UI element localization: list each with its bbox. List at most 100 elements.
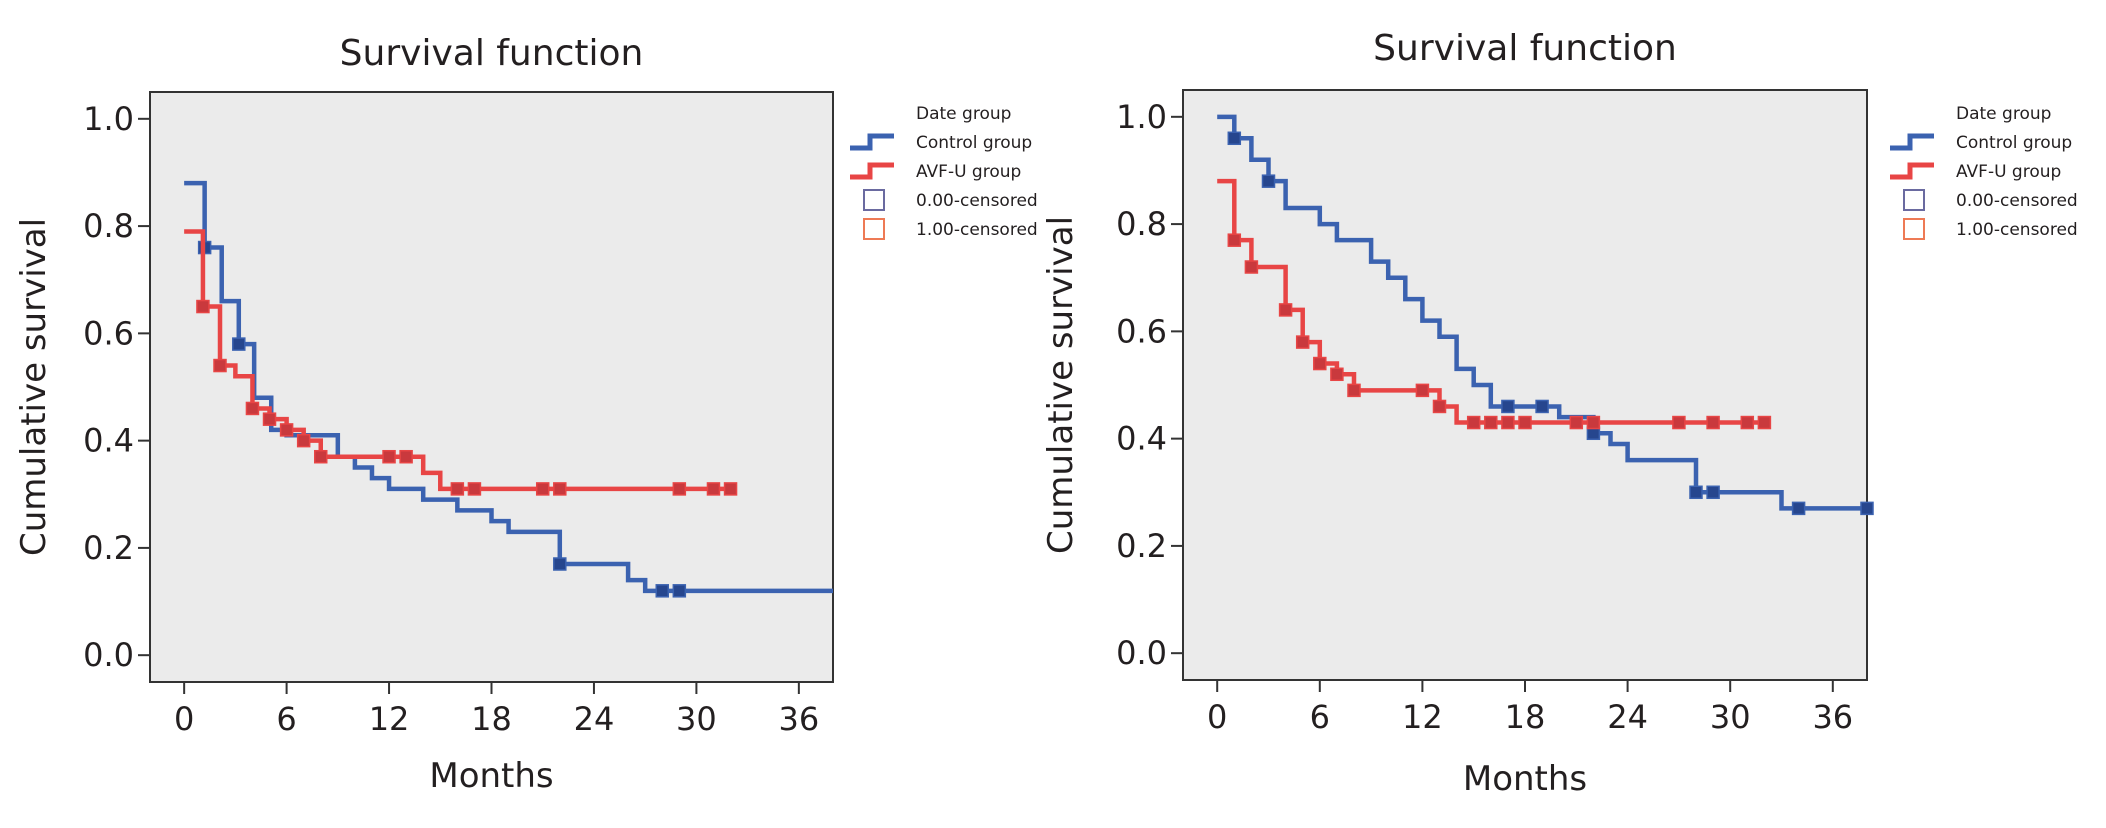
- legend-box-swatch-avf: [863, 218, 885, 240]
- censored-marker-avf: [467, 482, 482, 496]
- censored-marker-control: [1227, 131, 1242, 146]
- censored-marker-control: [553, 557, 567, 571]
- censored-marker-avf: [196, 299, 210, 314]
- censored-marker-avf: [1244, 260, 1259, 274]
- censored-marker-avf: [1569, 415, 1584, 430]
- y-tick-label: 0.0: [83, 636, 134, 674]
- legend-line-swatch-control: [850, 133, 894, 151]
- x-tick-label: 18: [471, 700, 512, 738]
- legend: Date group Control group AVF-U group 0.00-c…: [850, 104, 1038, 240]
- x-tick-label: 18: [1505, 698, 1546, 736]
- plot-area: [149, 91, 834, 683]
- x-tick-label: 36: [1812, 698, 1853, 736]
- censored-marker-avf: [1295, 335, 1310, 349]
- censored-marker-avf: [1432, 399, 1447, 414]
- chart-title: Survival function: [1373, 28, 1677, 69]
- legend-label: 0.00-censored: [1956, 191, 2078, 211]
- censored-marker-avf: [535, 482, 550, 496]
- series-line-avf: [184, 229, 731, 492]
- y-tick-label: 0.2: [83, 529, 134, 567]
- chart-panel-1: Survival function Cumulative survival Mont…: [14, 33, 1038, 796]
- censored-marker-control: [232, 337, 246, 351]
- x-tick-label: 0: [174, 700, 194, 738]
- legend-label: AVF-U group: [916, 162, 1021, 182]
- x-tick-label: 36: [778, 700, 819, 738]
- y-tick-label: 0.8: [83, 207, 134, 245]
- x-tick-label: 30: [1710, 698, 1751, 736]
- censored-marker-avf: [1313, 356, 1327, 371]
- legend-line-swatch-avf: [1890, 162, 1934, 180]
- x-axis-label: Months: [429, 756, 553, 796]
- y-tick-label: 0.6: [83, 314, 134, 352]
- censored-marker-avf: [245, 401, 260, 416]
- censored-marker-avf: [262, 412, 277, 426]
- legend-header: Date group: [1956, 104, 2051, 124]
- censored-marker-avf: [706, 482, 721, 496]
- censored-marker-avf: [399, 449, 413, 464]
- censored-marker-avf: [1347, 383, 1361, 398]
- censored-marker-avf: [1278, 303, 1293, 317]
- legend-label: 1.00-censored: [916, 220, 1038, 240]
- censored-marker-control: [1261, 174, 1276, 188]
- x-tick-label: 30: [676, 700, 717, 738]
- y-tick-label: 0.8: [1116, 205, 1167, 243]
- legend-line-swatch-avf: [850, 162, 894, 180]
- y-tick-label: 0.4: [83, 422, 134, 460]
- censored-marker-control: [1689, 485, 1703, 500]
- chart-panel-2: Survival function Cumulative survival Mont…: [1041, 28, 2078, 799]
- legend-label: 1.00-censored: [1956, 220, 2078, 240]
- series-line-control: [184, 180, 833, 594]
- y-tick-label: 1.0: [1116, 98, 1167, 136]
- censored-marker-avf: [279, 423, 294, 437]
- x-tick-label: 0: [1207, 698, 1227, 736]
- censored-marker-avf: [1501, 415, 1515, 430]
- chart-title: Survival function: [340, 33, 644, 74]
- censored-marker-control: [1791, 501, 1806, 516]
- legend-box-swatch-control: [863, 189, 885, 211]
- censored-marker-control: [655, 584, 669, 598]
- legend-label: 0.00-censored: [916, 191, 1038, 211]
- x-tick-label: 6: [1310, 698, 1330, 736]
- censored-marker-avf: [450, 482, 465, 496]
- legend-box-swatch-control: [1903, 189, 1925, 211]
- censored-marker-avf: [1518, 415, 1532, 430]
- legend: Date group Control group AVF-U group 0.00-c…: [1890, 104, 2078, 240]
- censored-marker-control: [1535, 399, 1549, 414]
- legend-label: Control group: [916, 133, 1032, 153]
- x-tick-label: 24: [574, 700, 615, 738]
- censored-marker-avf: [1672, 415, 1686, 430]
- censored-marker-avf: [1757, 415, 1772, 430]
- censored-marker-avf: [1227, 233, 1242, 247]
- legend-line-swatch-control: [1890, 133, 1934, 151]
- y-tick-label: 0.4: [1116, 420, 1167, 458]
- censored-marker-avf: [553, 482, 567, 496]
- censored-marker-avf: [1330, 367, 1344, 382]
- censored-marker-avf: [382, 449, 396, 464]
- censored-marker-avf: [1740, 415, 1755, 430]
- y-axis-label: Cumulative survival: [1041, 216, 1081, 554]
- censored-marker-control: [1501, 399, 1515, 414]
- censored-marker-avf: [296, 433, 311, 448]
- censored-marker-avf: [1586, 415, 1601, 430]
- legend-label: Control group: [1956, 133, 2072, 153]
- y-tick-label: 0.0: [1116, 634, 1167, 672]
- censored-marker-avf: [723, 482, 738, 496]
- censored-marker-avf: [1484, 415, 1498, 430]
- y-tick-label: 1.0: [83, 100, 134, 138]
- censored-marker-control: [1706, 485, 1720, 500]
- x-tick-label: 12: [369, 700, 410, 738]
- y-axis-label: Cumulative survival: [14, 218, 54, 556]
- plot-area: [1182, 89, 1868, 681]
- x-tick-label: 6: [276, 700, 296, 738]
- series-line-control: [1217, 114, 1867, 511]
- legend-header: Date group: [916, 104, 1011, 124]
- legend-box-swatch-avf: [1903, 218, 1925, 240]
- y-tick-label: 0.6: [1116, 312, 1167, 350]
- y-tick-label: 0.2: [1116, 527, 1167, 565]
- censored-marker-avf: [1415, 383, 1430, 398]
- censored-marker-avf: [1706, 415, 1720, 430]
- censored-marker-avf: [1466, 415, 1481, 430]
- x-tick-label: 24: [1607, 698, 1648, 736]
- censored-marker-control: [672, 584, 687, 598]
